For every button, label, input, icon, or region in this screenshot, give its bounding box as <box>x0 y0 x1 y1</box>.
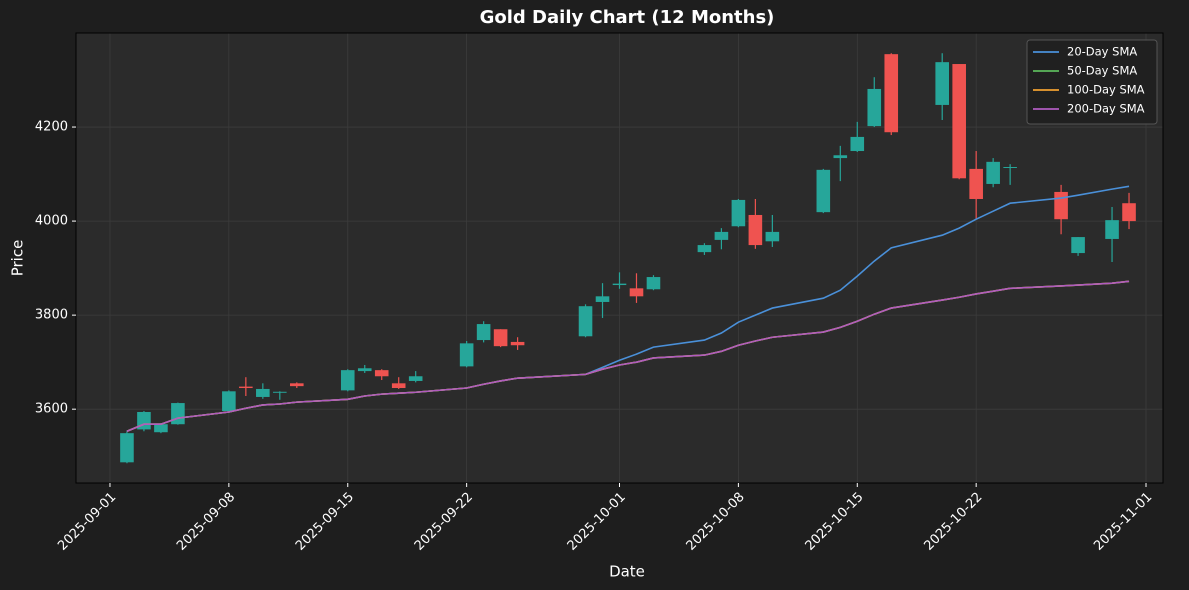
candle-body <box>510 341 525 346</box>
candle-body <box>1122 203 1136 222</box>
candle-body <box>697 245 712 253</box>
candle-body <box>935 62 949 105</box>
candle-body <box>493 329 508 347</box>
candle-body <box>1003 167 1017 169</box>
sma-line <box>126 280 1130 433</box>
grid-layer <box>76 33 1163 483</box>
x-tick-label: 2025-09-08 <box>174 490 238 554</box>
candle-body <box>171 403 185 425</box>
candle-body <box>748 214 763 246</box>
candle-body <box>374 370 389 377</box>
candle-body <box>290 383 304 387</box>
candle-body <box>833 155 848 159</box>
x-tick-label: 2025-09-01 <box>55 490 119 554</box>
candle-body <box>340 370 355 391</box>
chart-title: Gold Daily Chart (12 Months) <box>480 7 775 28</box>
candle-body <box>629 288 644 297</box>
candle-body <box>714 231 729 240</box>
x-axis-label: Date <box>609 563 645 581</box>
legend: 20-Day SMA 50-Day SMA 100-Day SMA 200-Day S… <box>1026 39 1158 125</box>
candle-body <box>867 88 882 127</box>
candle-body <box>884 54 899 133</box>
legend-label: 100-Day SMA <box>1067 83 1145 97</box>
candle-body <box>459 343 474 367</box>
x-tick-label: 2025-11-01 <box>1091 490 1155 554</box>
x-tick-label: 2025-10-15 <box>803 490 867 554</box>
candle-body <box>986 161 1000 184</box>
candle-body <box>612 283 627 286</box>
y-tick-label: 3600 <box>35 402 68 417</box>
candle-body <box>273 391 287 393</box>
candle-body <box>120 433 134 463</box>
y-tick-label: 4200 <box>35 120 68 135</box>
candle-body <box>850 136 865 152</box>
candle-body <box>408 376 423 381</box>
legend-box <box>1026 39 1158 125</box>
x-tick-label: 2025-10-01 <box>565 490 629 554</box>
candle-body <box>391 383 406 389</box>
candle-body <box>222 391 236 412</box>
legend-label: 50-Day SMA <box>1067 64 1137 78</box>
candle-body <box>816 169 831 213</box>
legend-label: 20-Day SMA <box>1067 45 1137 59</box>
candle-body <box>1054 191 1068 220</box>
candle-body <box>239 386 253 389</box>
candle-body <box>1071 237 1085 254</box>
marks-layer <box>120 53 1136 464</box>
x-tick-label: 2025-10-22 <box>921 490 985 554</box>
y-axis-label: Price <box>9 240 27 277</box>
candle-body <box>731 199 746 227</box>
candle-body <box>154 424 168 433</box>
y-tick-label: 3800 <box>35 308 68 323</box>
x-tick-label: 2025-09-22 <box>412 490 476 554</box>
y-tick-label: 4000 <box>35 214 68 229</box>
x-tick-label: 2025-10-08 <box>684 490 748 554</box>
candle-body <box>595 296 610 302</box>
x-tick-label: 2025-09-15 <box>293 490 357 554</box>
candle-body <box>646 277 661 290</box>
candle-body <box>256 388 270 397</box>
candle-body <box>969 168 983 199</box>
candle-body <box>357 368 372 372</box>
legend-label: 200-Day SMA <box>1067 102 1145 116</box>
candle-body <box>578 306 593 337</box>
candle-body <box>765 231 780 242</box>
candle-body <box>476 324 491 341</box>
candle-body <box>1105 220 1119 239</box>
candle-body <box>952 64 966 179</box>
